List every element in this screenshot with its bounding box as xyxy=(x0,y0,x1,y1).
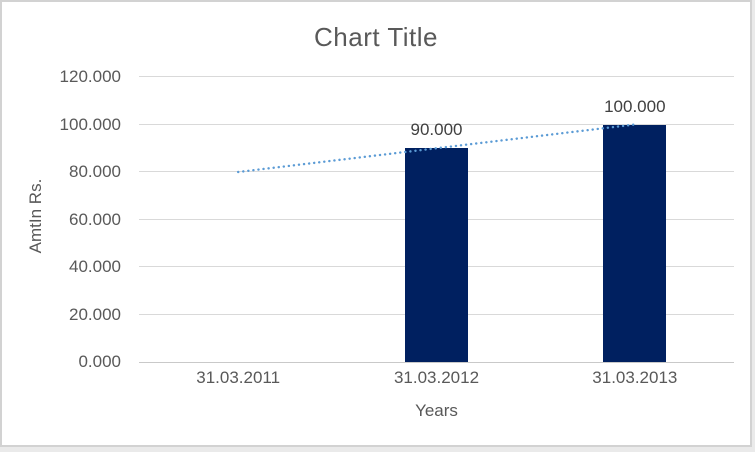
x-tick-label: 31.03.2013 xyxy=(592,368,678,387)
x-axis-line xyxy=(139,362,734,363)
y-tick-label: 80.000 xyxy=(69,162,121,181)
data-label: 90.000 xyxy=(410,120,463,140)
bar-31.03.2012[interactable] xyxy=(405,148,468,362)
y-tick-label: 20.000 xyxy=(69,305,121,324)
data-label: 100.000 xyxy=(604,96,666,116)
chart-title[interactable]: Chart Title xyxy=(314,22,438,52)
y-tick-label: 40.000 xyxy=(69,257,121,276)
x-tick-label: 31.03.2011 xyxy=(196,368,281,387)
x-tick-label: 31.03.2012 xyxy=(393,368,480,387)
trendline[interactable] xyxy=(139,77,734,362)
x-axis-title[interactable]: Years xyxy=(415,401,458,420)
y-tick-label: 120.000 xyxy=(59,67,121,86)
y-gridline xyxy=(139,76,734,77)
y-tick-label: 100.000 xyxy=(59,115,121,134)
y-tick-label: 60.000 xyxy=(69,210,121,229)
y-tick-label: 0.000 xyxy=(78,352,121,371)
y-gridline xyxy=(139,124,734,125)
bar-31.03.2013[interactable] xyxy=(603,124,667,362)
